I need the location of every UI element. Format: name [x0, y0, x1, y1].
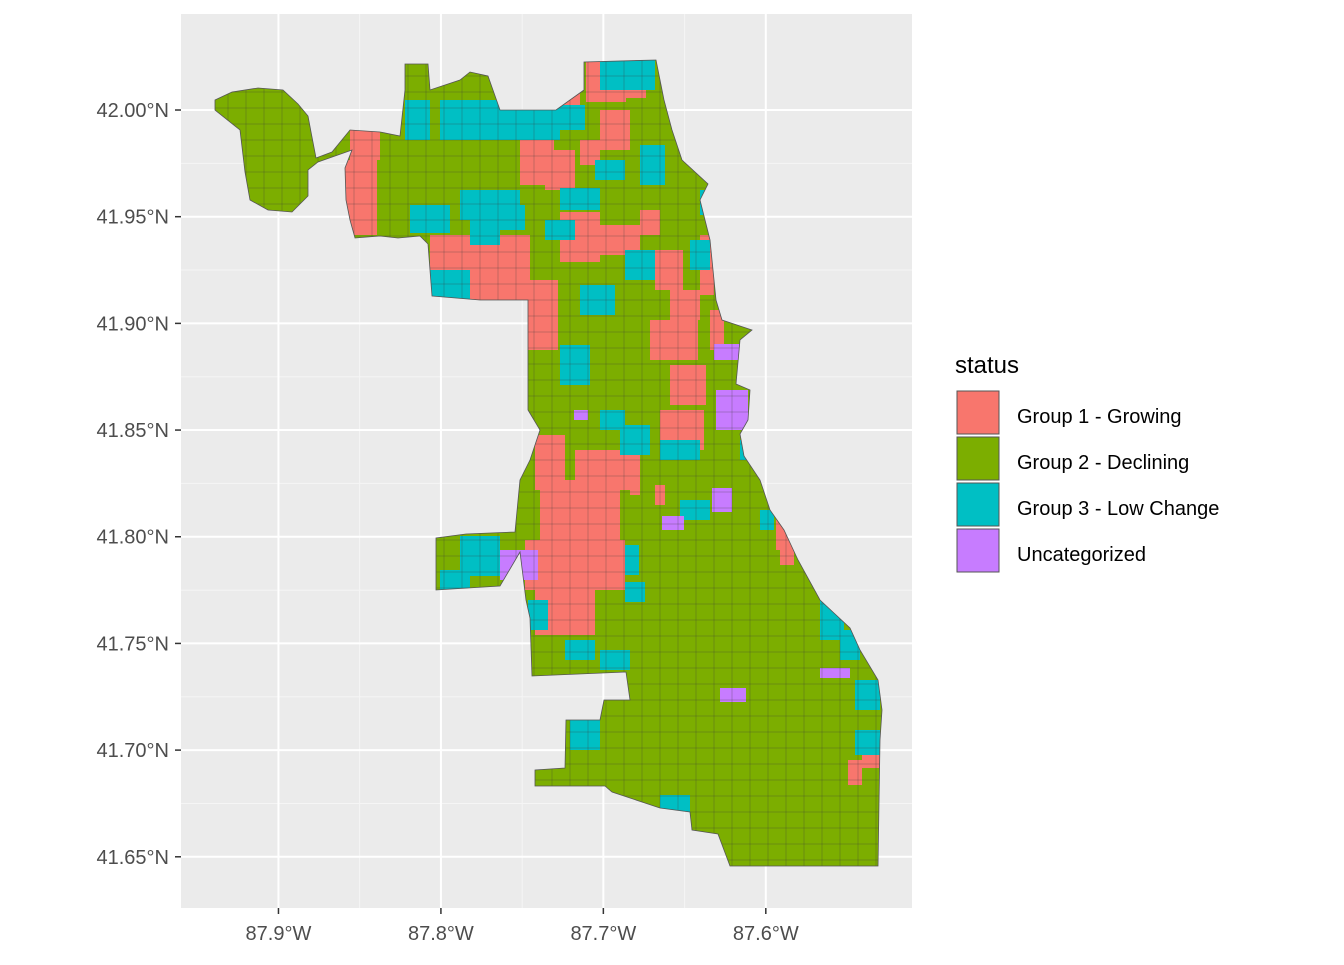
tract-patch — [574, 410, 588, 420]
legend-label: Uncategorized — [1017, 544, 1146, 566]
y-tick-label: 41.80°N — [97, 527, 170, 549]
tract-patch — [710, 310, 724, 350]
y-axis: 42.00°N 41.95°N 41.90°N 41.85°N 41.80°N 41.75… — [97, 100, 181, 869]
tract-patch — [528, 280, 558, 350]
tract-patch — [565, 640, 595, 660]
tract-patch — [580, 140, 600, 165]
city-outline — [214, 59, 883, 867]
tract-patch — [670, 365, 706, 405]
tract-patch — [528, 600, 548, 630]
tract-patch — [640, 210, 660, 235]
tract-patch — [430, 270, 470, 300]
tract-patch — [660, 440, 700, 460]
x-tick-label: 87.6°W — [733, 923, 799, 945]
tract-patch — [630, 455, 640, 495]
legend-label: Group 2 - Declining — [1017, 452, 1189, 474]
y-tick-label: 41.85°N — [97, 420, 170, 442]
x-axis: 87.9°W 87.8°W 87.7°W 87.6°W — [246, 908, 799, 945]
tract-patch — [500, 205, 525, 230]
tract-patch — [440, 570, 470, 592]
tract-patch — [570, 720, 600, 750]
tract-patch — [600, 410, 625, 430]
y-tick-label: 41.90°N — [97, 313, 170, 335]
tract-patch — [625, 250, 655, 280]
tract-patch — [655, 250, 683, 290]
tract-patch — [350, 130, 380, 160]
tract-patch — [625, 545, 639, 575]
tract-patch — [525, 540, 625, 590]
tract-patch — [662, 516, 684, 530]
legend: status Group 1 - Growing Group 2 - Declin… — [955, 352, 1219, 573]
legend-label: Group 3 - Low Change — [1017, 498, 1219, 520]
tract-patch — [780, 545, 794, 565]
tract-patch — [570, 495, 600, 545]
legend-key — [956, 482, 1000, 527]
y-tick-label: 41.75°N — [97, 633, 170, 655]
tract-patch — [625, 582, 645, 602]
x-tick-label: 87.9°W — [246, 923, 312, 945]
tract-patch — [712, 488, 732, 512]
tract-patch — [600, 485, 620, 510]
tract-patch — [560, 188, 600, 210]
tract-patch — [650, 320, 698, 360]
tract-patch — [545, 220, 575, 240]
tract-patch — [560, 345, 590, 385]
tract-patch — [595, 160, 625, 180]
legend-key — [956, 436, 1000, 481]
tract-patch — [714, 344, 740, 360]
tract-patch — [690, 240, 710, 270]
tract-patch — [848, 760, 862, 785]
y-tick-label: 41.65°N — [97, 847, 170, 869]
x-tick-label: 87.8°W — [408, 923, 474, 945]
tract-patch — [600, 110, 630, 150]
legend-key — [956, 528, 1000, 573]
tract-patch — [680, 500, 710, 520]
tract-patch — [670, 290, 700, 320]
tract-patch — [760, 510, 774, 530]
y-tick-label: 41.70°N — [97, 740, 170, 762]
y-tick-label: 41.95°N — [97, 207, 170, 229]
tract-patch — [460, 275, 528, 300]
y-tick-label: 42.00°N — [97, 100, 170, 122]
tract-patch — [600, 650, 630, 670]
tract-patch — [640, 145, 665, 185]
tract-patch — [820, 668, 850, 678]
tract-patch — [720, 688, 746, 702]
x-tick-label: 87.7°W — [570, 923, 636, 945]
legend-title: status — [955, 352, 1019, 379]
tract-patch — [600, 60, 655, 90]
legend-key — [956, 390, 1000, 435]
legend-label: Group 1 - Growing — [1017, 406, 1182, 428]
tract-patch — [410, 205, 450, 233]
tract-patch — [470, 220, 500, 245]
